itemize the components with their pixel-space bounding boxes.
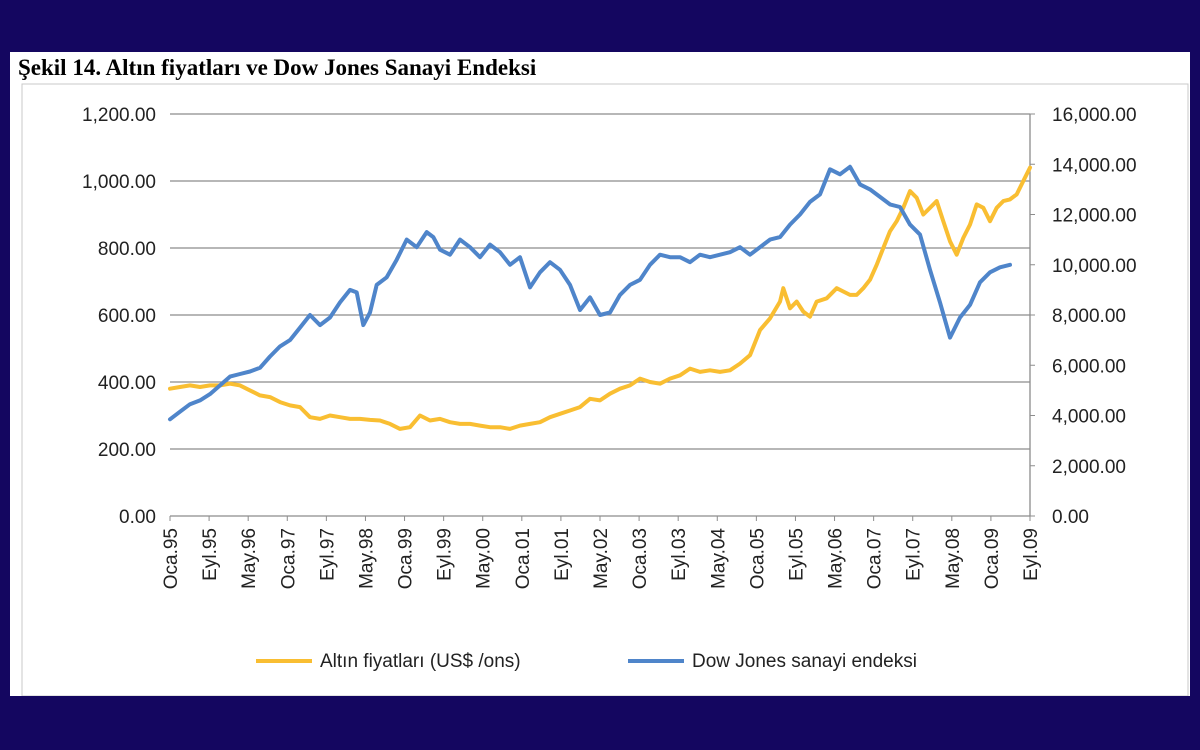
legend: Altın fiyatları (US$ /ons) Dow Jones sana… [256, 651, 917, 672]
x-tick-label: May.02 [591, 528, 612, 589]
x-tick-label: Oca.09 [982, 528, 1003, 589]
y-right-tick-label: 4,000.00 [1052, 407, 1126, 428]
x-tick-label: Eyl.05 [786, 528, 807, 581]
chart-title: Şekil 14. Altın fiyatları ve Dow Jones S… [18, 55, 537, 80]
series-layer [168, 164, 1032, 431]
x-tick-label: Oca.99 [396, 528, 417, 589]
x-tick-label: Eyl.99 [435, 528, 456, 581]
y-right-tick-label: 2,000.00 [1052, 457, 1126, 478]
y-right-tick-label: 6,000.00 [1052, 356, 1126, 377]
slide-canvas: Şekil 14. Altın fiyatları ve Dow Jones S… [10, 52, 1190, 696]
x-tick-label: Eyl.09 [1021, 528, 1042, 581]
x-tick-label: May.04 [708, 528, 729, 589]
x-tick-label: Eyl.95 [200, 528, 221, 581]
x-tick-label: Oca.95 [161, 528, 182, 589]
y-left-tick-label: 800.00 [98, 239, 156, 260]
x-tick-label: Eyl.01 [552, 528, 573, 581]
x-tick-label: May.06 [826, 528, 847, 589]
y-right-tick-label: 10,000.00 [1052, 256, 1137, 277]
dow-jones-line [168, 164, 1012, 422]
x-tick-label: Oca.05 [747, 528, 768, 589]
y-left-tick-label: 1,000.00 [82, 172, 156, 193]
x-tick-label: Oca.07 [865, 528, 886, 589]
legend-label: Altın fiyatları (US$ /ons) [320, 651, 521, 672]
x-tick-label: Oca.01 [513, 528, 534, 589]
gold-price-line [168, 165, 1032, 431]
x-tick-label: Oca.97 [278, 528, 299, 589]
y-left-tick-label: 0.00 [119, 507, 156, 528]
y-left-tick-label: 400.00 [98, 373, 156, 394]
x-tick-label: Eyl.03 [669, 528, 690, 581]
x-tick-label: May.00 [474, 528, 495, 589]
x-tick-label: Eyl.07 [904, 528, 925, 581]
y-left-tick-label: 600.00 [98, 306, 156, 327]
y-left-tick-label: 1,200.00 [82, 105, 156, 126]
x-tick-label: Eyl.97 [317, 528, 338, 581]
chart: 0.00 200.00 400.00 600.00 800.00 1,000.00 1,20… [21, 83, 1189, 696]
chart-frame [21, 83, 1189, 696]
y-right-tick-label: 12,000.00 [1052, 206, 1137, 227]
y-right-tick-label: 16,000.00 [1052, 105, 1137, 126]
y-left-tick-label: 200.00 [98, 440, 156, 461]
y-right-tick-label: 14,000.00 [1052, 155, 1137, 176]
x-tick-label: May.08 [943, 528, 964, 589]
x-tick-label: May.96 [239, 528, 260, 589]
y-right-tick-label: 0.00 [1052, 507, 1089, 528]
y-right-tick-label: 8,000.00 [1052, 306, 1126, 327]
x-tick-label: Oca.03 [630, 528, 651, 589]
x-tick-label: May.98 [356, 528, 377, 589]
axes: 0.00 200.00 400.00 600.00 800.00 1,000.00 1,20… [82, 105, 1137, 589]
legend-label: Dow Jones sanayi endeksi [692, 651, 917, 672]
